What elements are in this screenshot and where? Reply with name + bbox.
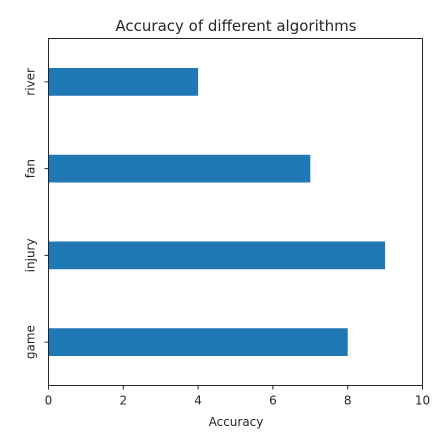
x-tick-label-8: 8 bbox=[344, 394, 352, 408]
bar-fan bbox=[48, 154, 311, 183]
bar-river bbox=[48, 67, 199, 96]
x-tick-label-10: 10 bbox=[415, 394, 430, 408]
y-tick-label-injury: injury bbox=[24, 238, 38, 272]
plot-frame bbox=[48, 38, 423, 386]
x-tick-label-2: 2 bbox=[119, 394, 127, 408]
x-axis-label: Accuracy bbox=[209, 415, 264, 429]
bar-game bbox=[48, 328, 348, 357]
bar-injury bbox=[48, 241, 386, 270]
x-axis-ticks: 0 2 4 6 8 10 bbox=[45, 385, 430, 408]
y-tick-label-river: river bbox=[24, 68, 38, 96]
chart-title: Accuracy of different algorithms bbox=[115, 17, 356, 35]
y-tick-label-fan: fan bbox=[24, 159, 38, 178]
y-axis-ticks: river fan injury game bbox=[24, 68, 49, 359]
x-tick-label-6: 6 bbox=[269, 394, 277, 408]
x-tick-label-0: 0 bbox=[45, 394, 53, 408]
bars-group bbox=[48, 67, 386, 357]
y-tick-label-game: game bbox=[24, 325, 38, 359]
x-tick-label-4: 4 bbox=[194, 394, 202, 408]
